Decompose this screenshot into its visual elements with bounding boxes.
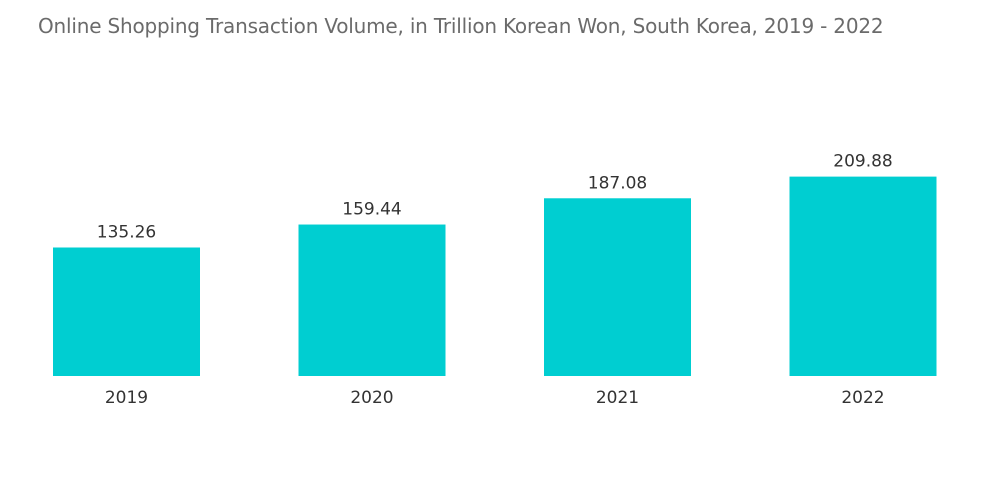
value-label-2020: 159.44 bbox=[342, 200, 401, 220]
x-tick-label-2021: 2021 bbox=[596, 388, 639, 408]
chart-title: Online Shopping Transaction Volume, in T… bbox=[38, 14, 884, 38]
x-tick-label-2020: 2020 bbox=[350, 388, 393, 408]
bar-2021 bbox=[544, 198, 691, 376]
bar-2022 bbox=[789, 176, 937, 376]
x-tick-label-2019: 2019 bbox=[105, 388, 148, 408]
x-tick-label-2022: 2022 bbox=[841, 388, 884, 408]
x-tick-labels-group: 2019 2020 2021 2022 bbox=[105, 388, 885, 408]
value-labels-group: 135.26 159.44 187.08 209.88 bbox=[97, 152, 893, 243]
value-label-2021: 187.08 bbox=[588, 173, 647, 193]
bar-2020 bbox=[298, 224, 446, 376]
bars-group bbox=[53, 176, 937, 376]
bar-2019 bbox=[53, 247, 200, 376]
value-label-2019: 135.26 bbox=[97, 223, 156, 243]
value-label-2022: 209.88 bbox=[833, 152, 892, 172]
